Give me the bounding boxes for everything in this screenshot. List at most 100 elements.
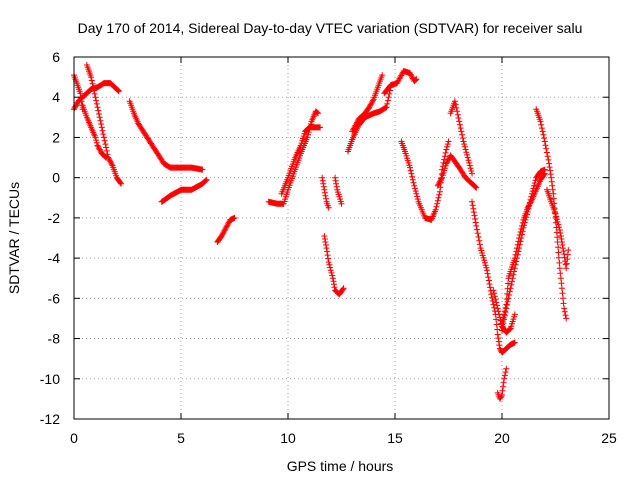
data-point [325,204,332,211]
data-point [493,299,500,306]
data-point [413,76,420,83]
data-point [325,259,332,266]
data-point [438,176,445,182]
data-point [563,315,570,322]
data-point [443,146,450,153]
data-point [89,80,96,87]
data-point [553,213,560,220]
y-tick-label: 2 [52,129,60,145]
data-point [501,372,508,379]
data-point [414,193,421,200]
data-point [499,327,505,334]
data-point [305,131,311,138]
x-tick-label: 5 [177,430,185,446]
data-point [529,190,535,197]
data-point [331,284,338,291]
data-point [521,222,528,229]
data-point [223,223,230,230]
data-point [511,311,518,318]
data-point [556,224,563,231]
data-point [466,162,473,169]
data-point [436,191,443,198]
data-point [485,277,492,284]
data-point [93,97,100,104]
data-point [458,128,465,135]
data-point [539,128,546,135]
data-point [470,209,477,216]
data-point [412,188,419,195]
data-point [463,149,470,156]
data-point [231,214,238,221]
y-tick-label: -10 [40,371,60,387]
data-point [466,159,473,166]
data-point [538,121,545,128]
data-point [495,308,502,315]
data-point [557,275,564,282]
data-point [328,269,335,276]
data-point [409,74,416,81]
data-point [491,290,498,297]
data-point [515,248,522,255]
data-point [325,255,332,262]
data-point [329,272,336,279]
data-point [521,219,528,226]
data-point [224,222,231,229]
data-point [100,131,107,138]
data-point [93,137,100,144]
data-point [368,100,375,107]
data-point [524,208,531,215]
data-point [384,97,391,104]
data-point [445,138,452,145]
data-point [511,265,518,272]
data-point [94,104,101,111]
data-point [454,111,461,118]
data-point [514,251,521,258]
data-point [435,194,442,201]
y-tick-label: -6 [48,290,61,306]
data-point [409,173,416,180]
data-point [522,216,529,223]
data-point [304,134,311,141]
data-point [93,100,100,107]
data-point [442,149,449,156]
data-point [413,190,420,197]
data-point [487,284,494,291]
data-point [528,193,535,200]
data-point [414,196,421,203]
data-point [529,188,536,195]
data-point [93,139,100,146]
data-point [509,278,515,285]
data-point [432,206,439,213]
data-point [108,161,115,168]
data-point [225,220,232,227]
data-point [516,245,523,252]
data-point [502,369,509,376]
data-point [506,292,513,298]
data-point [555,221,562,228]
data-point [453,104,460,111]
grid [74,57,609,419]
data-point [469,198,475,205]
data-point [96,146,103,153]
data-point [434,182,441,189]
data-point [526,202,533,209]
data-point [501,375,508,382]
data-point [383,104,390,111]
data-point [538,125,545,132]
data-point [554,218,561,225]
data-point [199,166,206,173]
data-point [545,156,552,163]
data-point [452,101,459,108]
data-point [487,287,494,294]
data-point [319,174,326,181]
x-axis-label: GPS time / hours [287,458,394,474]
data-point [541,166,548,173]
data-point [542,142,549,149]
data-point [410,179,417,186]
data-point [103,144,110,151]
data-point [106,157,113,164]
data-point [456,121,463,128]
data-point [513,258,520,265]
data-point [203,176,210,183]
